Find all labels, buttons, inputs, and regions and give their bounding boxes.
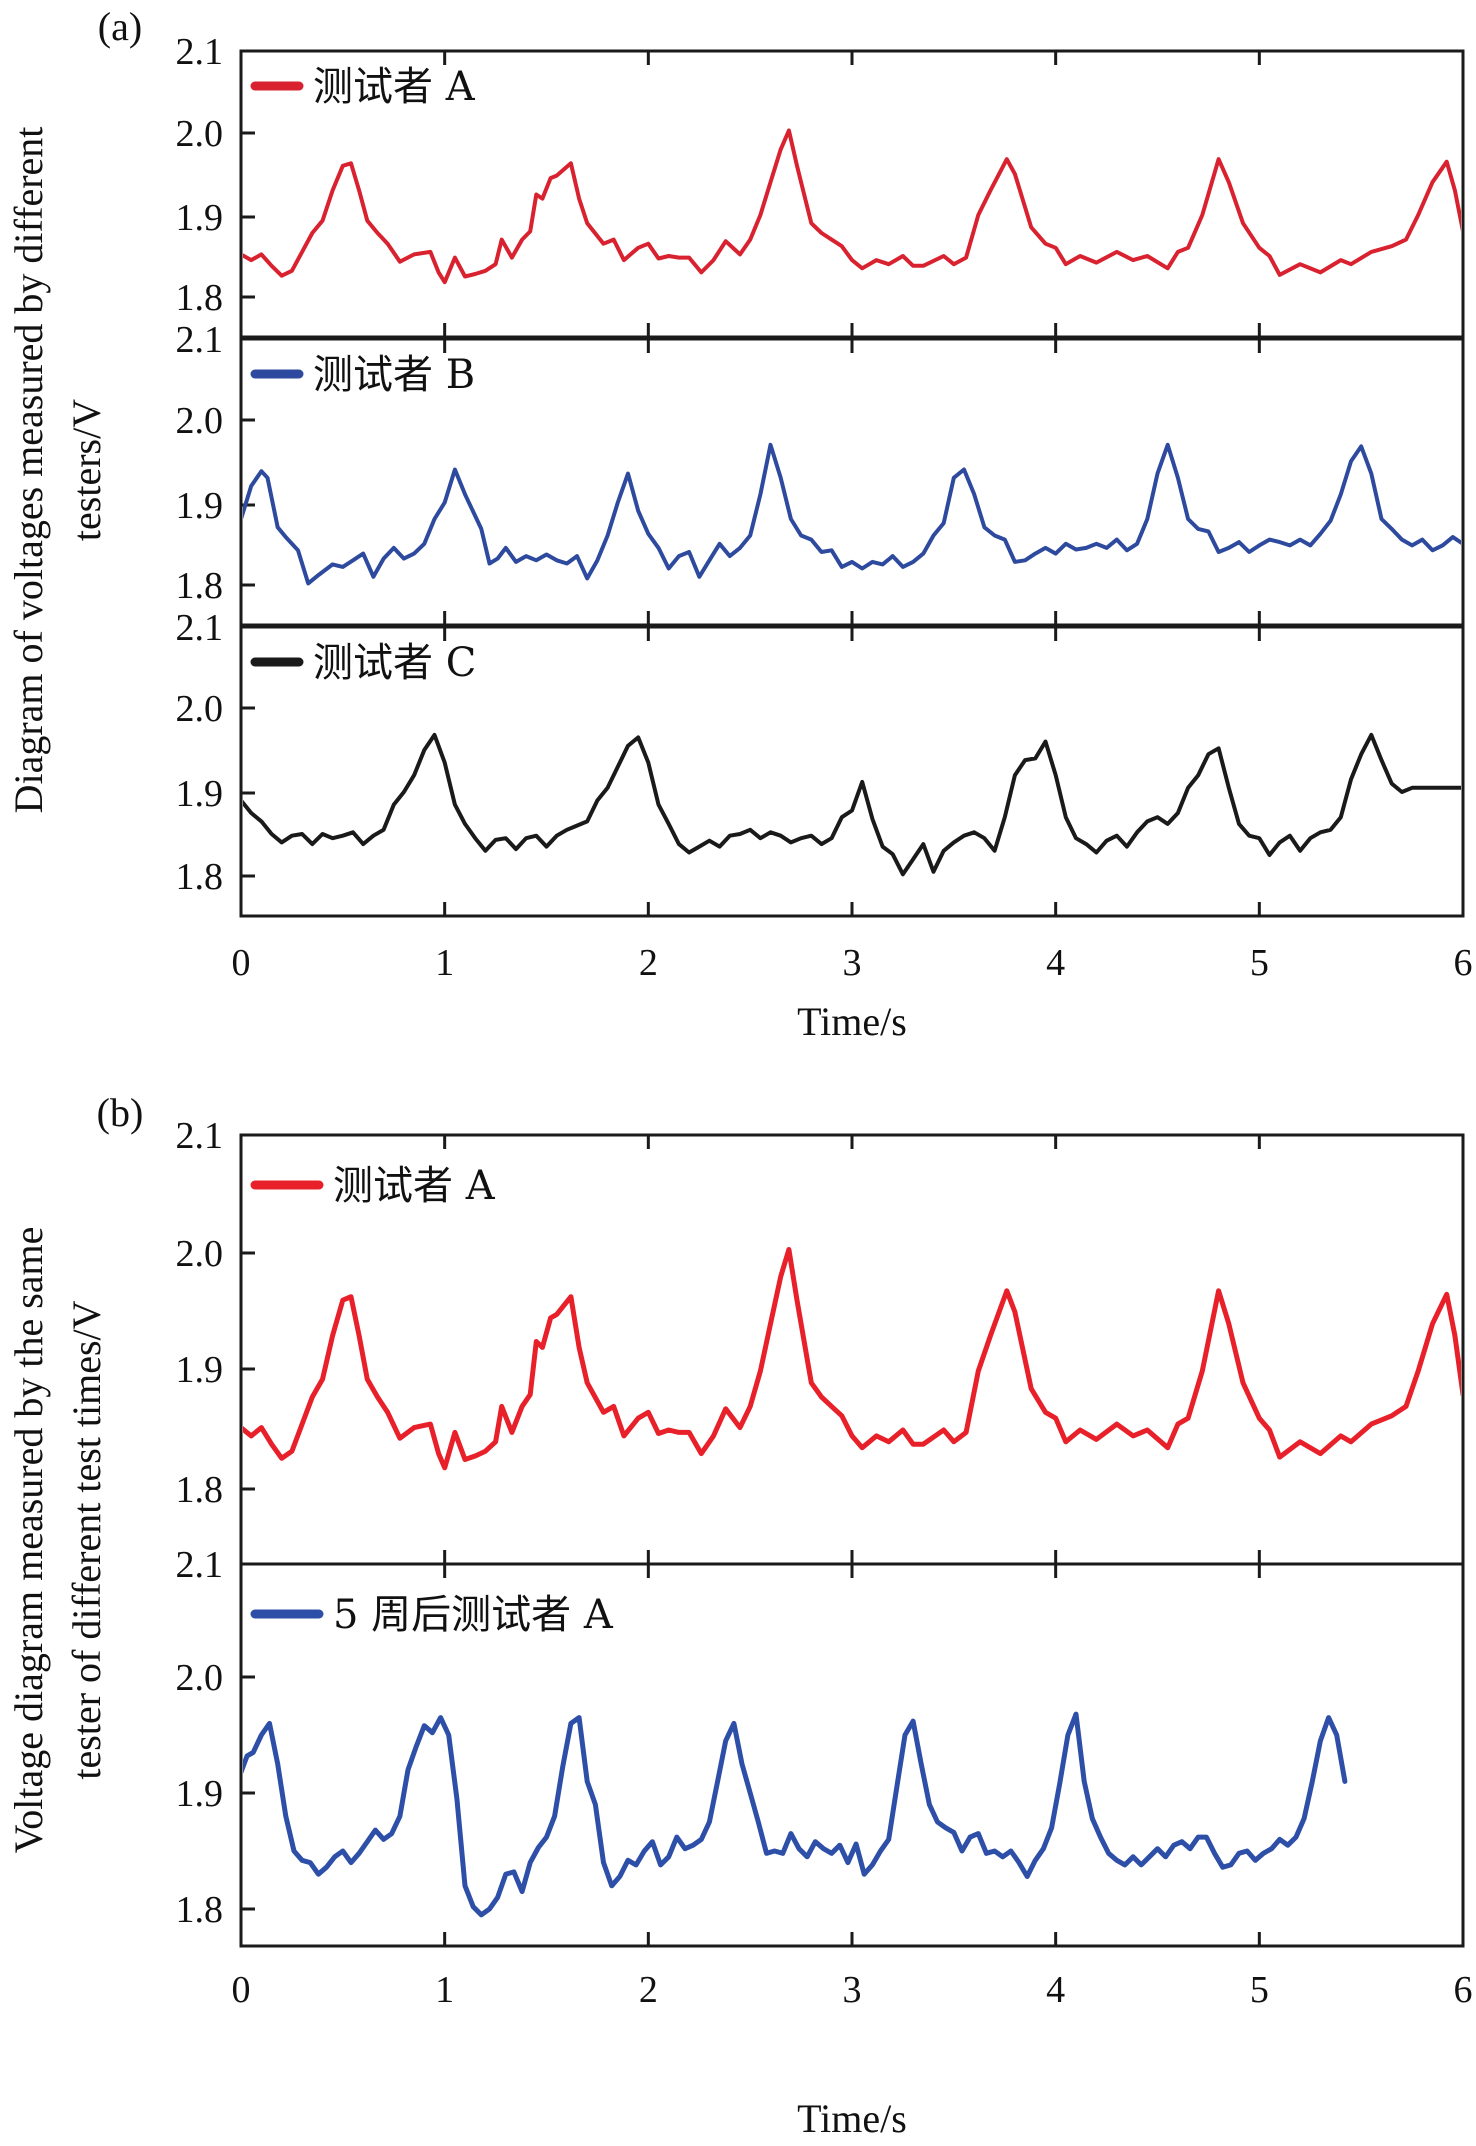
y-tick-label: 1.9 <box>176 1773 224 1815</box>
y-tick-label: 1.8 <box>176 277 224 319</box>
y-axis-title: testers/V <box>64 399 109 541</box>
subplot-2: 2.1 2.0 1.9 1.8 测试者 C <box>176 607 1465 918</box>
y-tick-label: 2.0 <box>176 1657 224 1699</box>
x-tick-label: 1 <box>435 942 454 984</box>
y-tick-label: 2.1 <box>176 1115 224 1157</box>
y-tick-label: 2.1 <box>176 319 224 361</box>
legend-label: 测试者 A <box>313 64 476 110</box>
subplot-0: 2.1 2.0 1.9 1.8 测试者 A <box>176 1115 1465 1566</box>
x-tick-label: 5 <box>1250 1969 1269 2011</box>
x-tick-label: 2 <box>639 942 658 984</box>
legend-label: 测试者 C <box>313 640 476 686</box>
y-tick-label: 1.8 <box>176 565 224 607</box>
y-tick-label: 1.9 <box>176 773 224 815</box>
y-tick-label: 1.9 <box>176 485 224 527</box>
panel-b: (b) 2.1 2.0 1.9 1.8 测试者 A 2.1 2.0 1.9 1.8 5 周后测试者 … <box>6 1090 1473 2141</box>
legend-label: 测试者 A <box>333 1163 496 1209</box>
x-tick-label: 6 <box>1454 942 1473 984</box>
y-tick-label: 2.1 <box>176 607 224 649</box>
subplot-1: 2.1 2.0 1.9 1.8 测试者 B <box>176 319 1465 627</box>
x-axis-title: Time/s <box>797 999 907 1044</box>
x-tick-label: 6 <box>1454 1969 1473 2011</box>
y-tick-label: 2.0 <box>176 400 224 442</box>
y-axis-title: tester of different test times/V <box>64 1300 109 1779</box>
y-tick-label: 1.8 <box>176 1889 224 1931</box>
series-line <box>243 442 1461 586</box>
x-tick-label: 0 <box>232 942 251 984</box>
y-axis-title: Voltage diagram measured by the same <box>6 1227 51 1854</box>
panel-label: (a) <box>98 4 142 49</box>
y-tick-label: 1.8 <box>176 1469 224 1511</box>
series-line <box>243 1711 1348 1918</box>
legend-label: 5 周后测试者 A <box>333 1592 614 1638</box>
y-tick-label: 1.9 <box>176 197 224 239</box>
panel-label: (b) <box>97 1090 144 1135</box>
y-tick-label: 1.8 <box>176 856 224 898</box>
y-tick-label: 2.1 <box>176 1544 224 1586</box>
x-tick-label: 0 <box>232 1969 251 2011</box>
series-line <box>243 128 1461 285</box>
subplot-1: 2.1 2.0 1.9 1.8 5 周后测试者 A <box>176 1544 1465 1948</box>
series-line <box>243 1247 1461 1471</box>
series-line <box>243 732 1461 877</box>
x-axis-title: Time/s <box>797 2096 907 2141</box>
y-tick-label: 1.9 <box>176 1349 224 1391</box>
x-tick-label: 2 <box>639 1969 658 2011</box>
y-tick-label: 2.0 <box>176 688 224 730</box>
subplot-0: 2.1 2.0 1.9 1.8 测试者 A <box>176 31 1465 339</box>
x-tick-label: 3 <box>843 942 862 984</box>
y-tick-label: 2.0 <box>176 113 224 155</box>
y-axis-title: Diagram of voltages measured by differen… <box>6 127 51 814</box>
x-tick-label: 5 <box>1250 942 1269 984</box>
legend-label: 测试者 B <box>313 352 475 398</box>
y-tick-label: 2.0 <box>176 1233 224 1275</box>
x-tick-label: 4 <box>1046 942 1065 984</box>
y-tick-label: 2.1 <box>176 31 224 73</box>
x-tick-label: 4 <box>1046 1969 1065 2011</box>
x-tick-label: 3 <box>843 1969 862 2011</box>
x-tick-label: 1 <box>435 1969 454 2011</box>
